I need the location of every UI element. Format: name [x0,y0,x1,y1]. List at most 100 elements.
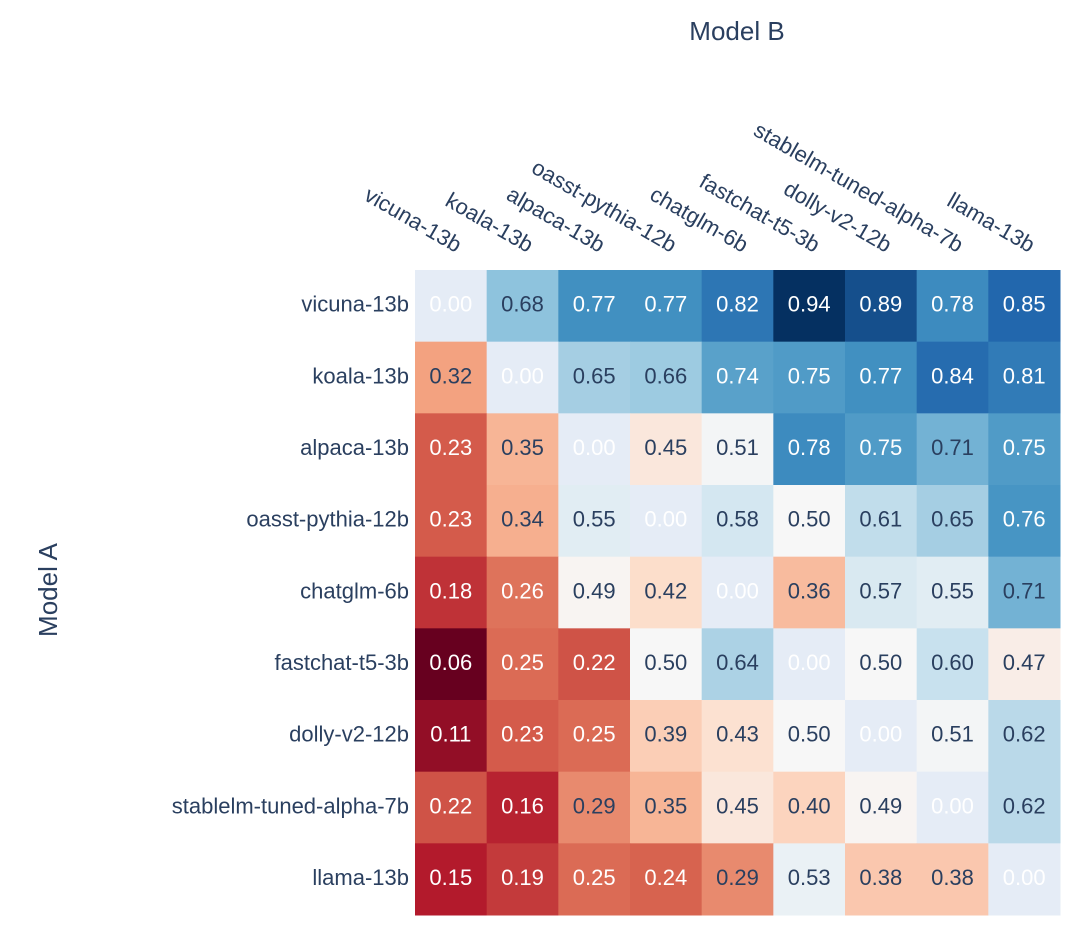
heatmap-cell [630,413,703,486]
heatmap-cell [630,700,703,773]
cell-label: 0.51 [931,722,974,747]
cell-label: 0.77 [644,292,687,317]
cell-label: 0.77 [573,292,616,317]
heatmap-cell [486,341,559,414]
cell-label: 0.38 [859,865,902,890]
cell-label: 0.94 [788,292,831,317]
cell-label: 0.43 [716,722,759,747]
heatmap-cell [630,270,703,343]
cell-label: 0.66 [644,363,687,388]
cell-label: 0.50 [644,650,687,675]
heatmap-cell [773,413,846,486]
heatmap-cell [558,270,631,343]
cell-label: 0.38 [931,865,974,890]
y-tick-label: stablelm-tuned-alpha-7b [172,793,409,818]
cell-label: 0.75 [788,363,831,388]
cell-label: 0.39 [644,722,687,747]
heatmap-cell [701,628,774,701]
cell-label: 0.50 [859,650,902,675]
heatmap-cell [558,628,631,701]
heatmap-cell [701,413,774,486]
y-tick-label: llama-13b [312,865,409,890]
cell-label: 0.62 [1003,722,1046,747]
heatmap-cell [558,556,631,629]
heatmap-cell [701,485,774,558]
heatmap-cell [773,628,846,701]
heatmap-cell [415,843,488,916]
cell-label: 0.68 [501,292,544,317]
heatmap-cell [988,270,1061,343]
heatmap-cell [773,341,846,414]
heatmap-cell [988,485,1061,558]
cell-label: 0.24 [644,865,687,890]
heatmap-cell [988,843,1061,916]
heatmap-cell [415,341,488,414]
heatmap-cell [773,270,846,343]
cell-label: 0.84 [931,363,974,388]
heatmap-cell [558,485,631,558]
cell-label: 0.77 [859,363,902,388]
heatmap-cell [916,341,989,414]
cell-label: 0.49 [859,793,902,818]
cell-label: 0.53 [788,865,831,890]
cell-label: 0.64 [716,650,759,675]
y-tick-label: chatglm-6b [300,578,409,603]
cell-label: 0.00 [788,650,831,675]
cell-label: 0.50 [788,507,831,532]
cell-label: 0.00 [931,793,974,818]
heatmap-cell [701,556,774,629]
heatmap-cell [415,628,488,701]
cell-label: 0.81 [1003,363,1046,388]
cell-label: 0.35 [501,435,544,460]
heatmap-cell [988,771,1061,844]
cell-label: 0.23 [429,507,472,532]
heatmap-cell [486,628,559,701]
heatmap-cell [630,556,703,629]
y-tick-label: alpaca-13b [300,435,409,460]
heatmap-cell [415,270,488,343]
heatmap-cell [845,413,918,486]
heatmap-cell [630,341,703,414]
cell-label: 0.47 [1003,650,1046,675]
heatmap-cell [773,556,846,629]
heatmap-cell [415,413,488,486]
heatmap-cell [701,341,774,414]
heatmap-cell [845,700,918,773]
cell-label: 0.32 [429,363,472,388]
cell-label: 0.00 [1003,865,1046,890]
cell-label: 0.23 [429,435,472,460]
cell-label: 0.75 [859,435,902,460]
cell-label: 0.55 [931,578,974,603]
cell-label: 0.82 [716,292,759,317]
cell-label: 0.61 [859,507,902,532]
cell-label: 0.71 [1003,578,1046,603]
heatmap-cell [701,843,774,916]
cell-label: 0.34 [501,507,544,532]
cell-label: 0.65 [931,507,974,532]
cell-label: 0.29 [716,865,759,890]
cell-label: 0.00 [859,722,902,747]
heatmap-cell [701,771,774,844]
cell-label: 0.15 [429,865,472,890]
heatmap-cell [415,556,488,629]
cell-label: 0.00 [644,507,687,532]
heatmap-cell [415,771,488,844]
heatmap-cell [916,843,989,916]
heatmap-cell [845,843,918,916]
y-tick-label: vicuna-13b [301,292,409,317]
heatmap-cell [916,485,989,558]
heatmap-cell [988,556,1061,629]
cell-label: 0.00 [573,435,616,460]
cell-label: 0.16 [501,793,544,818]
heatmap-cell [988,628,1061,701]
cell-label: 0.42 [644,578,687,603]
heatmap-cell [916,413,989,486]
heatmap-cell [558,771,631,844]
cell-label: 0.25 [501,650,544,675]
cell-label: 0.78 [788,435,831,460]
cell-label: 0.23 [501,722,544,747]
cell-label: 0.55 [573,507,616,532]
heatmap-cell [486,413,559,486]
heatmap-cell [486,843,559,916]
y-axis-title: Model A [33,542,63,637]
